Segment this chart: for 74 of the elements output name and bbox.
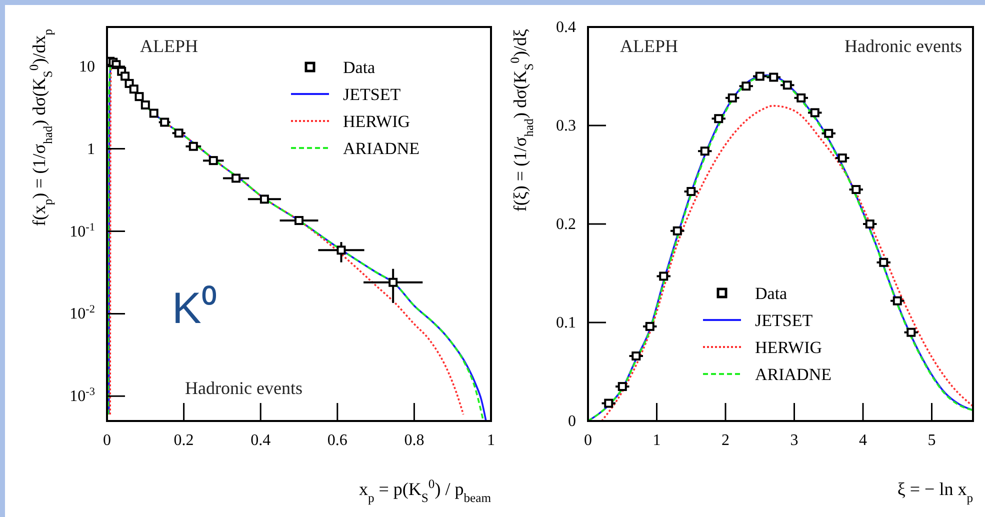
point bbox=[388, 278, 398, 287]
x-tick-label: 0.4 bbox=[250, 432, 271, 449]
annotation: ALEPH bbox=[140, 36, 198, 56]
point bbox=[645, 322, 654, 331]
point bbox=[742, 82, 751, 91]
point bbox=[865, 220, 874, 228]
point bbox=[810, 108, 820, 118]
x-tick-label: 0.2 bbox=[174, 432, 194, 449]
point bbox=[906, 328, 916, 337]
point bbox=[188, 142, 198, 151]
x-tick-label: 3 bbox=[790, 432, 798, 449]
point bbox=[728, 93, 737, 102]
x-tick-label: 5 bbox=[928, 432, 936, 449]
point bbox=[134, 92, 144, 102]
x-tick-label: 1 bbox=[487, 432, 495, 449]
point bbox=[604, 398, 614, 408]
point bbox=[714, 114, 724, 124]
x-tick-label: 4 bbox=[859, 432, 867, 449]
point bbox=[782, 80, 792, 90]
y-tick-label: 10$^{-1}$ bbox=[70, 221, 95, 240]
point bbox=[838, 154, 847, 163]
annotation: Hadronic events bbox=[185, 378, 302, 398]
legend-label: ARIADNE bbox=[343, 139, 420, 158]
point bbox=[336, 246, 346, 255]
point bbox=[672, 226, 682, 236]
legend-label: Data bbox=[343, 58, 376, 77]
annotation: ALEPH bbox=[620, 36, 678, 56]
point bbox=[232, 174, 241, 183]
x-tick-label: 0 bbox=[103, 432, 111, 449]
x-tick-label: 0.8 bbox=[404, 432, 424, 449]
y-tick-label: 0.4 bbox=[556, 19, 576, 36]
point bbox=[659, 272, 668, 281]
y-tick-label: 10$^{-3}$ bbox=[70, 386, 96, 406]
point bbox=[686, 186, 696, 196]
point bbox=[618, 382, 627, 392]
annotation: K⁰ bbox=[172, 284, 216, 333]
point bbox=[700, 146, 710, 156]
point bbox=[824, 128, 834, 138]
point bbox=[174, 128, 184, 138]
point bbox=[852, 185, 861, 194]
y-tick-label: 0 bbox=[568, 413, 576, 430]
legend-label: HERWIG bbox=[343, 112, 410, 131]
point bbox=[260, 194, 269, 204]
legend-label: ARIADNE bbox=[755, 365, 832, 384]
point bbox=[796, 93, 806, 102]
point bbox=[892, 296, 902, 306]
y-tick-label: 0.3 bbox=[556, 118, 576, 134]
x-axis-title: x$_{p}$ = p(K$_{S}$$^{0}$) / p$_{beam}$ bbox=[358, 477, 492, 505]
point bbox=[120, 72, 130, 81]
y-tick-label: 10$^{-2}$ bbox=[70, 304, 95, 323]
point bbox=[879, 258, 888, 267]
point bbox=[129, 84, 138, 94]
point bbox=[160, 118, 170, 127]
point bbox=[140, 100, 150, 110]
point bbox=[208, 156, 218, 166]
legend-label: Data bbox=[755, 284, 788, 303]
point bbox=[149, 108, 158, 118]
point bbox=[294, 216, 304, 226]
x-tick-label: 2 bbox=[722, 432, 730, 449]
legend-label: HERWIG bbox=[755, 338, 822, 357]
point bbox=[755, 72, 764, 81]
x-tick-label: 0.6 bbox=[327, 432, 348, 449]
annotation: Hadronic events bbox=[844, 36, 962, 56]
point bbox=[632, 351, 641, 360]
point bbox=[769, 72, 778, 82]
y-tick-label: 10 bbox=[79, 58, 95, 76]
y-tick-label: 0.1 bbox=[556, 314, 576, 332]
y-tick-label: 1 bbox=[87, 140, 95, 158]
legend-label: JETSET bbox=[755, 311, 814, 330]
x-tick-label: 1 bbox=[652, 432, 661, 449]
y-tick-label: 0.2 bbox=[556, 216, 576, 233]
legend-label: JETSET bbox=[343, 85, 402, 104]
x-tick-label: 0 bbox=[584, 432, 592, 449]
x-axis-title: ξ = − ln x$_{p}$ bbox=[897, 479, 973, 505]
